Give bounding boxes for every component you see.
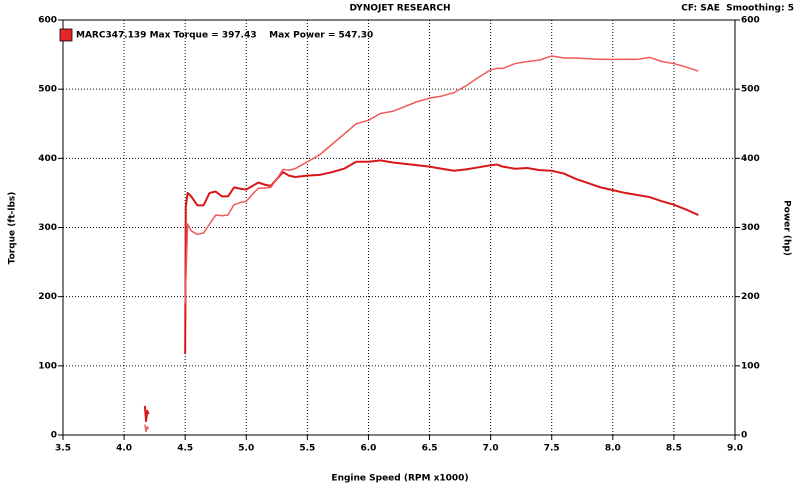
y-tick-label: 300 (38, 223, 57, 233)
y-tick-label: 0 (51, 431, 57, 441)
y-tick-label: 200 (38, 292, 57, 302)
legend-swatch (59, 28, 73, 42)
x-tick-label: 8.0 (605, 444, 621, 454)
y2-tick-label: 300 (741, 223, 760, 233)
y2-tick-label: 100 (741, 361, 760, 371)
x-tick-label: 5.5 (299, 444, 315, 454)
y-tick-label: 400 (38, 154, 57, 164)
x-tick-label: 6.0 (360, 444, 376, 454)
x-tick-label: 3.5 (55, 444, 71, 454)
y2-tick-label: 600 (741, 16, 760, 26)
y-tick-label: 100 (38, 361, 57, 371)
y-tick-label: 600 (38, 16, 57, 26)
series-line (143, 159, 699, 423)
x-axis-label: Engine Speed (RPM x1000) (331, 474, 468, 484)
y2-tick-label: 200 (741, 292, 760, 302)
x-tick-label: 6.5 (422, 444, 438, 454)
x-tick-label: 4.0 (116, 444, 132, 454)
legend-text: MARC347.139 Max Torque = 397.43 Max Powe… (76, 31, 373, 41)
x-tick-label: 8.5 (666, 444, 682, 454)
y2-tick-label: 0 (741, 431, 747, 441)
series-line (144, 55, 699, 433)
y2-tick-label: 500 (741, 85, 760, 95)
y-tick-label: 500 (38, 85, 57, 95)
y2-axis-label: Power (hp) (782, 200, 792, 256)
x-tick-label: 7.5 (544, 444, 560, 454)
x-tick-label: 7.0 (483, 444, 499, 454)
chart-title: DYNOJET RESEARCH (349, 4, 450, 14)
y-axis-label: Torque (ft-lbs) (8, 192, 18, 265)
x-tick-label: 4.5 (177, 444, 193, 454)
x-tick-label: 5.0 (238, 444, 254, 454)
plot-frame (62, 19, 736, 436)
y2-tick-label: 400 (741, 154, 760, 164)
x-tick-label: 9.0 (727, 444, 743, 454)
chart-subtitle: CF: SAE Smoothing: 5 (681, 4, 794, 14)
